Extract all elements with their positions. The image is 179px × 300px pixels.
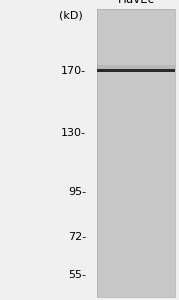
Text: 72-: 72-	[68, 232, 86, 242]
Bar	[97, 65, 175, 69]
Text: 130-: 130-	[61, 128, 86, 139]
Bar	[97, 9, 175, 297]
Text: 95-: 95-	[68, 187, 86, 197]
Text: 170-: 170-	[61, 65, 86, 76]
Text: HuvEc: HuvEc	[118, 0, 154, 6]
Text: (kD): (kD)	[59, 11, 82, 20]
Bar	[97, 68, 175, 72]
Bar	[97, 9, 175, 297]
Text: 55-: 55-	[68, 269, 86, 280]
